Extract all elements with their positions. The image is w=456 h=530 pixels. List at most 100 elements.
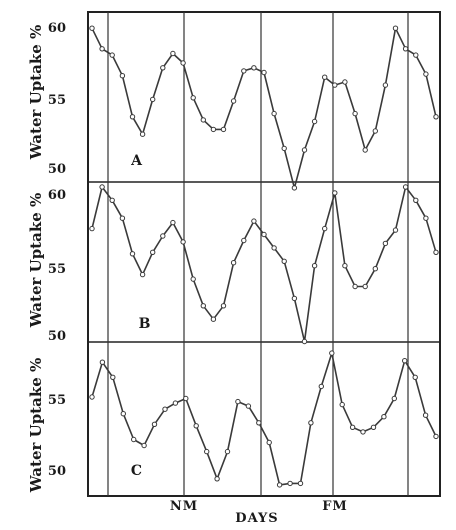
data-point [129, 251, 136, 257]
x-marker-fm: FM [322, 499, 348, 514]
data-point [291, 295, 298, 302]
data-point [362, 283, 368, 290]
data-point [224, 448, 231, 455]
data-point [308, 420, 314, 426]
panel-a: 60 55 50 A [48, 21, 439, 191]
y-tick-label: 55 [48, 393, 66, 408]
data-point [230, 260, 237, 266]
data-point [131, 436, 137, 443]
series-line [91, 27, 437, 189]
data-point [402, 358, 408, 364]
data-point [349, 424, 356, 430]
data-point [352, 110, 358, 117]
data-point [311, 118, 318, 125]
data-point [150, 96, 156, 103]
data-point [370, 424, 377, 430]
data-point [241, 237, 247, 244]
data-point [391, 395, 397, 402]
data-point [119, 215, 126, 221]
panel-label: C [131, 463, 143, 479]
data-point [352, 283, 358, 290]
data-point [322, 74, 328, 80]
y-tick-label: 50 [48, 329, 66, 344]
data-point [276, 482, 283, 488]
data-point [89, 25, 95, 31]
data-point [342, 263, 348, 269]
data-point [256, 420, 262, 426]
data-point [210, 126, 217, 133]
data-point [322, 225, 328, 232]
y-tick-label: 60 [48, 188, 66, 203]
plot-border [87, 11, 441, 497]
data-point [329, 350, 335, 356]
data-point [261, 69, 267, 76]
data-point [220, 126, 227, 133]
panel-c-ylabel: Water Uptake % [27, 358, 45, 494]
data-point [141, 442, 147, 449]
data-point [172, 400, 179, 406]
panel-b: 60 55 50 B [48, 184, 439, 345]
data-point [433, 114, 439, 120]
data-point [422, 412, 429, 418]
data-point [251, 65, 257, 71]
data-point [413, 197, 419, 204]
data-point [281, 145, 287, 152]
data-point [297, 480, 304, 487]
data-point [160, 65, 166, 71]
data-point [89, 225, 95, 232]
data-point [291, 185, 298, 191]
data-point [339, 401, 345, 408]
y-tick-label: 50 [48, 464, 66, 479]
panels: 60 55 50 A 60 55 50 B 55 50 C [48, 21, 439, 488]
data-point [392, 25, 399, 31]
data-point [412, 374, 418, 380]
data-point [180, 60, 186, 66]
data-point [129, 114, 136, 120]
data-point [362, 147, 368, 153]
panel-label: B [139, 316, 152, 332]
y-tick-label: 55 [48, 93, 66, 108]
y-axis-labels: Water Uptake % Water Uptake % Water Upta… [27, 25, 45, 494]
data-point [360, 429, 366, 435]
data-point [372, 128, 378, 134]
data-point [99, 46, 105, 52]
data-point [162, 406, 168, 412]
data-point [193, 423, 199, 429]
data-point [433, 249, 439, 256]
data-point [241, 68, 247, 74]
data-point [318, 383, 324, 390]
data-point [287, 480, 293, 487]
data-point [214, 476, 220, 482]
panel-c: 55 50 C [48, 350, 439, 488]
data-point [402, 184, 409, 190]
data-point [413, 52, 419, 58]
y-tick-label: 50 [48, 162, 66, 177]
data-point [392, 227, 399, 233]
data-point [230, 98, 237, 104]
y-tick-label: 55 [48, 262, 66, 277]
data-point [220, 303, 227, 309]
data-point [160, 233, 166, 239]
data-point [235, 398, 241, 405]
data-point [190, 276, 196, 282]
data-point [109, 197, 115, 204]
data-point [180, 239, 186, 245]
data-point [183, 395, 189, 402]
data-point [251, 218, 257, 224]
data-point [170, 50, 176, 57]
data-point [261, 231, 267, 238]
x-axis-labels: NM FM DAYS [170, 499, 348, 526]
data-point [332, 82, 338, 88]
data-point [150, 249, 156, 256]
data-point [281, 258, 287, 264]
data-point [402, 46, 409, 52]
data-point [200, 117, 207, 123]
data-point [433, 433, 439, 440]
data-point [301, 147, 308, 153]
data-point [170, 219, 176, 226]
data-point [423, 215, 429, 221]
data-point [382, 240, 389, 247]
x-marker-nm: NM [170, 499, 198, 514]
data-point [89, 394, 95, 400]
